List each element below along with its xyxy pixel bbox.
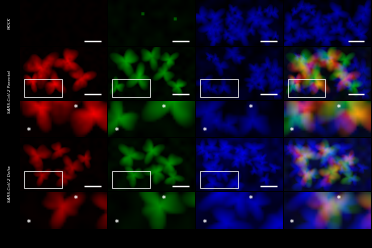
Text: *: * [249,104,253,113]
Text: *: * [27,219,31,228]
Text: *: * [74,195,77,204]
Text: *: * [27,127,31,136]
Text: SARS-CoV-2 Parental: SARS-CoV-2 Parental [8,71,12,113]
Text: *: * [74,104,77,113]
Bar [112,171,150,188]
Text: *: * [337,195,341,204]
Bar [25,79,62,97]
Text: *: * [115,127,118,136]
Text: MOCK: MOCK [8,17,12,29]
Bar [200,79,237,97]
Text: *: * [202,127,206,136]
Bar [200,171,237,188]
Text: *: * [290,219,294,228]
Text: *: * [161,195,165,204]
Text: SARS-CoV-2 Delta: SARS-CoV-2 Delta [8,165,12,202]
Text: *: * [115,219,118,228]
Text: *: * [290,127,294,136]
Bar [288,79,326,97]
Text: *: * [202,219,206,228]
Text: *: * [337,104,341,113]
Bar [25,171,62,188]
Text: *: * [161,104,165,113]
Text: *: * [249,195,253,204]
Bar [112,79,150,97]
